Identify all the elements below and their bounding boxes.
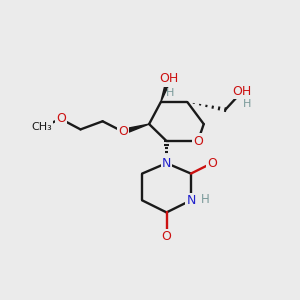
Text: H: H [243, 99, 251, 109]
Text: O: O [207, 157, 217, 169]
Text: H: H [166, 88, 174, 98]
Polygon shape [122, 124, 149, 134]
Text: O: O [118, 125, 128, 138]
Polygon shape [161, 78, 171, 102]
Text: O: O [193, 134, 203, 148]
Text: CH₃: CH₃ [31, 122, 52, 132]
Text: O: O [162, 230, 172, 243]
Text: OH: OH [232, 85, 252, 98]
Text: H: H [200, 194, 209, 206]
Text: N: N [186, 194, 196, 207]
Text: O: O [56, 112, 66, 125]
Text: OH: OH [159, 73, 178, 85]
Text: N: N [162, 157, 171, 169]
